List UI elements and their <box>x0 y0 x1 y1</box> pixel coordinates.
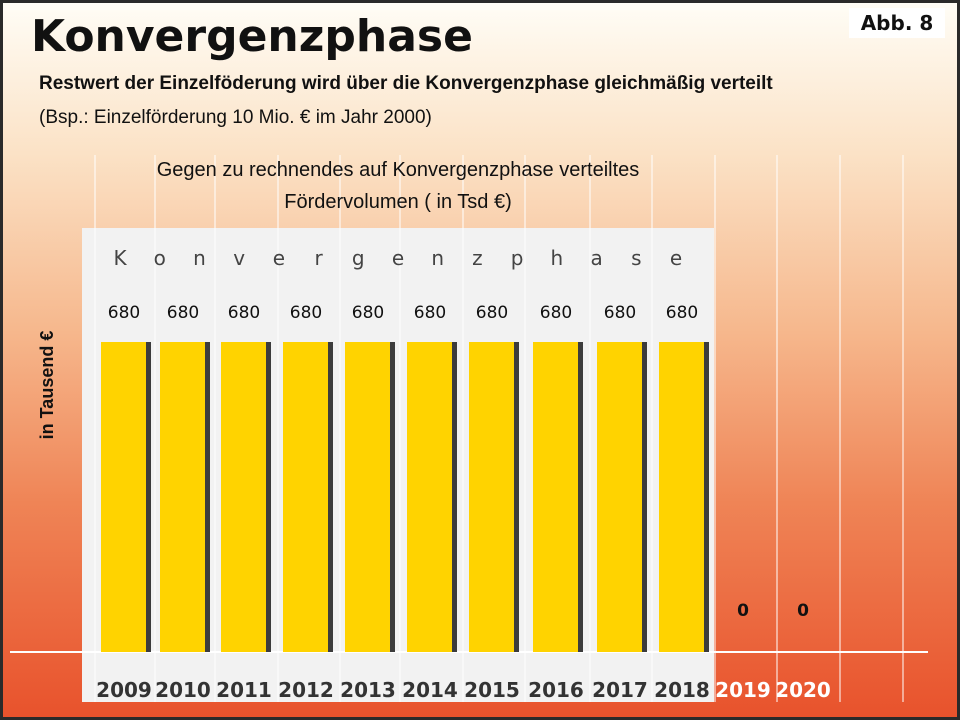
value-label: 680 <box>228 303 260 323</box>
value-label: 680 <box>167 303 199 323</box>
x-tick-label-2016: 2016 <box>528 678 584 702</box>
phase-letter: r <box>314 246 323 270</box>
example-note: (Bsp.: Einzelförderung 10 Mio. € im Jahr… <box>39 107 432 128</box>
phase-letter: e <box>392 246 404 270</box>
value-label: 680 <box>604 303 636 323</box>
bar-2014 <box>407 342 452 652</box>
phase-letter: z <box>472 246 483 270</box>
value-label: 680 <box>476 303 508 323</box>
bar-2009 <box>101 342 146 652</box>
x-tick-label-2014: 2014 <box>402 678 458 702</box>
phase-letter: K <box>113 246 127 270</box>
x-tick-label-2013: 2013 <box>340 678 396 702</box>
phase-letter: e <box>273 246 285 270</box>
x-tick-label-2009: 2009 <box>96 678 152 702</box>
bar-shadow <box>578 342 583 652</box>
value-label: 680 <box>414 303 446 323</box>
figure-badge: Abb. 8 <box>849 8 945 38</box>
value-label: 0 <box>797 601 809 621</box>
phase-letter: v <box>233 246 245 270</box>
bar-2010 <box>160 342 205 652</box>
bar-shadow <box>266 342 271 652</box>
bar-shadow <box>205 342 210 652</box>
value-label: 0 <box>737 601 749 621</box>
value-label: 680 <box>666 303 698 323</box>
value-label: 680 <box>290 303 322 323</box>
bar-shadow <box>452 342 457 652</box>
x-tick-label-2019: 2019 <box>715 678 771 702</box>
x-tick-label-2011: 2011 <box>216 678 272 702</box>
bar-2011 <box>221 342 266 652</box>
bar-shadow <box>704 342 709 652</box>
chart-title-line-1: Gegen zu rechnendes auf Konvergenzphase … <box>157 159 640 181</box>
x-tick-label-2017: 2017 <box>592 678 648 702</box>
chart-title: Konvergenzphase <box>31 11 473 62</box>
phase-letter: a <box>590 246 602 270</box>
x-tick-label-2012: 2012 <box>278 678 334 702</box>
bar-shadow <box>328 342 333 652</box>
x-tick-label-2010: 2010 <box>155 678 211 702</box>
bar-2017 <box>597 342 642 652</box>
chart-title-line-2: Fördervolumen ( in Tsd €) <box>284 191 512 213</box>
phase-letter: g <box>352 246 365 270</box>
phase-letter: n <box>431 246 444 270</box>
bar-2012 <box>283 342 328 652</box>
chart-subtitle: Restwert der Einzelföderung wird über di… <box>39 73 773 94</box>
phase-letter: n <box>193 246 206 270</box>
phase-letter: h <box>551 246 564 270</box>
x-tick-label-2015: 2015 <box>464 678 520 702</box>
bar-2016 <box>533 342 578 652</box>
y-axis-label: in Tausend € <box>37 331 57 440</box>
value-label: 680 <box>108 303 140 323</box>
bar-shadow <box>146 342 151 652</box>
phase-letter: o <box>154 246 166 270</box>
value-label: 680 <box>352 303 384 323</box>
bar-shadow <box>390 342 395 652</box>
value-label: 680 <box>540 303 572 323</box>
phase-letter: s <box>631 246 641 270</box>
bar-2013 <box>345 342 390 652</box>
x-tick-label-2020: 2020 <box>775 678 831 702</box>
phase-letter: e <box>670 246 682 270</box>
bar-shadow <box>642 342 647 652</box>
phase-letter: p <box>511 246 524 270</box>
bar-2015 <box>469 342 514 652</box>
bar-2018 <box>659 342 704 652</box>
bar-shadow <box>514 342 519 652</box>
x-tick-label-2018: 2018 <box>654 678 710 702</box>
